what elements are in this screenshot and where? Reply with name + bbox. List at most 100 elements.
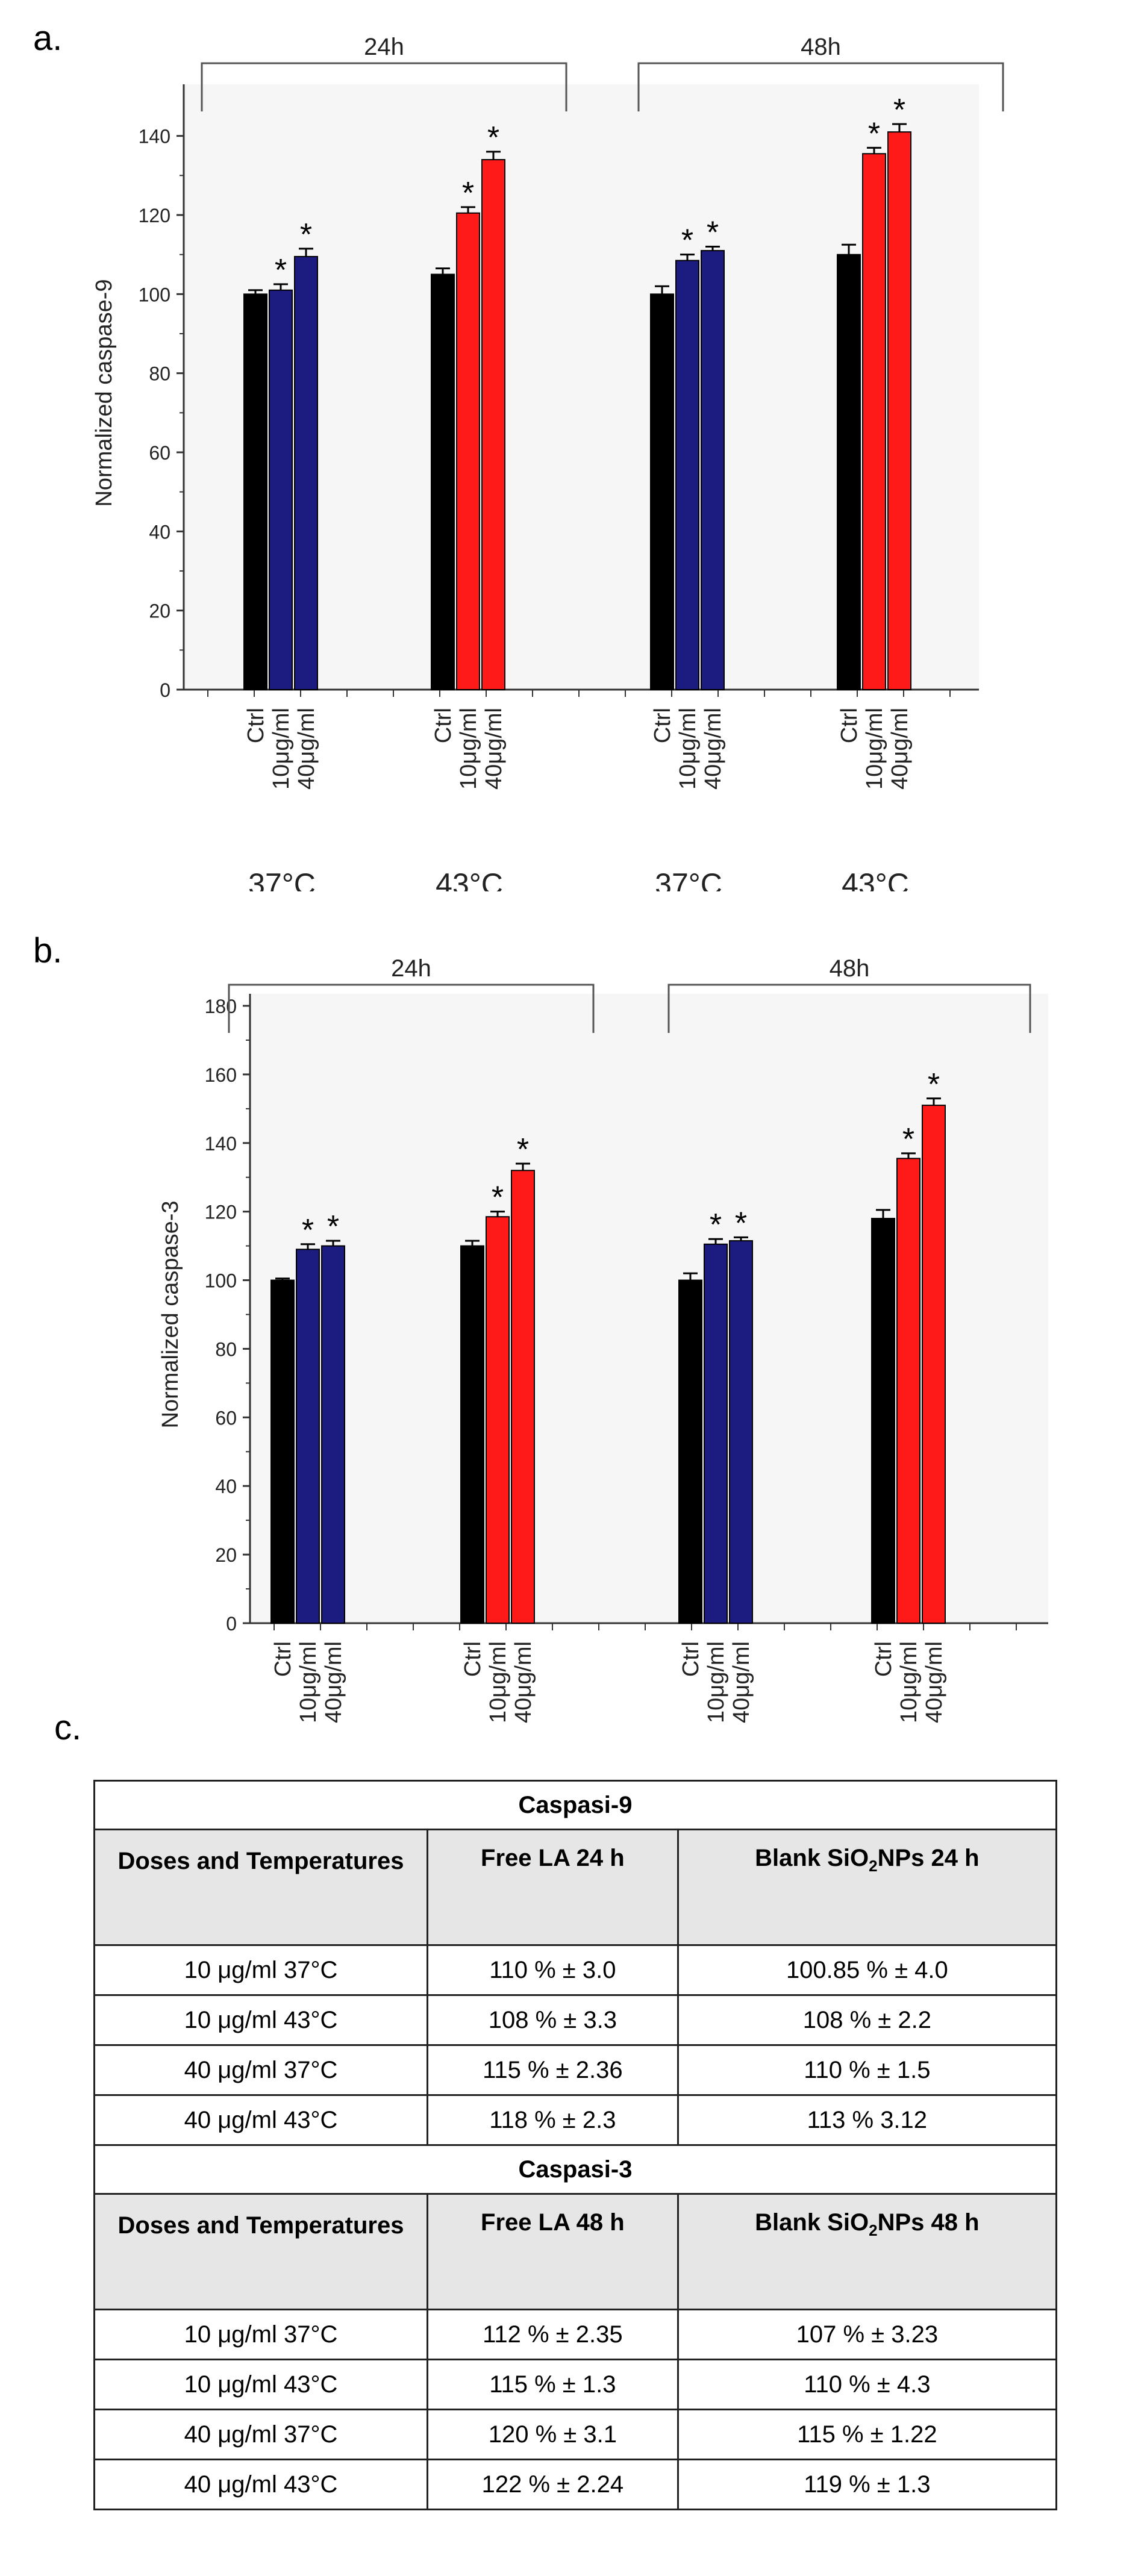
category-label: Ctrl [270,1641,296,1677]
category-label: 10μg/ml [896,1641,922,1723]
table-cell: 113 % 3.12 [677,2094,1058,2146]
category-label: 40μg/ml [887,708,913,790]
y-tick-label: 40 [149,521,170,543]
table-cell: 10 μg/ml 37°C [93,2309,428,2360]
y-tick-label: 80 [215,1338,237,1360]
table-cell: 40 μg/ml 37°C [93,2044,428,2096]
table-row: 10 μg/ml 37°C 110 % ± 3.0 100.85 % ± 4.0 [93,1944,1058,1996]
y-tick-label: 20 [215,1544,237,1566]
table-row: 10 μg/ml 37°C 112 % ± 2.35 107 % ± 3.23 [93,2309,1058,2360]
column-header: Blank SiO2NPs 24 h [677,1829,1058,1946]
category-label: 40μg/ml [511,1641,536,1723]
table-cell: 112 % ± 2.35 [427,2309,679,2360]
bar [321,1245,345,1624]
table-cell: 110 % ± 3.0 [427,1944,679,1996]
bar [896,1158,920,1624]
y-tick-label: 0 [226,1613,237,1635]
y-tick-label: 140 [205,1133,237,1155]
column-header: Blank SiO2NPs 48 h [677,2193,1058,2310]
significance-marker: * [462,176,474,211]
bar [701,250,725,691]
y-tick-label: 180 [205,996,237,1017]
y-tick-label: 120 [139,205,170,226]
category-label: 10μg/ml [296,1641,321,1723]
bar [511,1170,535,1624]
column-header: Free LA 24 h [427,1829,679,1946]
y-axis-label: Normalized caspase-9 [92,279,117,507]
table-cell: 10 μg/ml 43°C [93,2359,428,2410]
category-label: Ctrl [460,1641,486,1677]
table-cell: 119 % ± 1.3 [677,2459,1058,2510]
y-tick-label: 40 [215,1476,237,1497]
bar [704,1243,728,1624]
significance-marker: * [928,1067,940,1102]
bar [486,1216,510,1624]
significance-marker: * [902,1122,914,1157]
time-group-label: 24h [391,955,431,982]
bar [675,260,699,690]
category-label: Ctrl [650,708,675,743]
section-title: Caspasi-9 [93,1780,1057,1830]
category-label: 40μg/ml [321,1641,346,1723]
y-tick-label: 100 [205,1270,237,1292]
significance-marker: * [710,1208,722,1243]
table-cell: 115 % ± 2.36 [427,2044,679,2096]
table-cell: 115 % ± 1.22 [677,2409,1058,2460]
table-cell: 110 % ± 4.3 [677,2359,1058,2410]
significance-marker: * [707,216,719,251]
y-tick-label: 100 [139,284,170,305]
table-cell: 100.85 % ± 4.0 [677,1944,1058,1996]
table-section-title-row: Caspasi-3 [93,2144,1057,2195]
category-label: 40μg/ml [481,708,507,790]
time-group-label: 24h [364,34,404,60]
y-tick-label: 160 [205,1064,237,1086]
table-cell: 40 μg/ml 37°C [93,2409,428,2460]
significance-marker: * [275,253,287,288]
bar [678,1279,702,1624]
y-tick-label: 80 [149,363,170,385]
table-row: 40 μg/ml 43°C 118 % ± 2.3 113 % 3.12 [93,2094,1058,2146]
table-header-row: Doses and Temperatures Free LA 24 h Blank … [93,1829,1058,1946]
table-row: 10 μg/ml 43°C 115 % ± 1.3 110 % ± 4.3 [93,2359,1058,2410]
column-header: Doses and Temperatures [93,1829,428,1946]
column-header: Free LA 48 h [427,2193,679,2310]
column-header: Doses and Temperatures [93,2193,428,2310]
category-label: 10μg/ml [675,708,701,790]
category-label: Ctrl [837,708,862,743]
bar [269,289,293,690]
significance-marker: * [302,1213,314,1248]
category-label: 10μg/ml [456,708,481,790]
y-axis-label: Normalized caspase-3 [158,1200,183,1428]
bar [460,1245,484,1624]
bar [871,1218,895,1624]
panel-label-a: a. [33,19,63,58]
category-label: 10μg/ml [269,708,294,790]
bar [922,1105,946,1624]
bar [270,1279,295,1624]
y-tick-label: 60 [149,442,170,464]
bar [887,131,911,691]
significance-marker: * [681,223,693,258]
table-cell: 115 % ± 1.3 [427,2359,679,2410]
y-tick-label: 20 [149,600,170,622]
category-label: 40μg/ml [922,1641,947,1723]
table-cell: 107 % ± 3.23 [677,2309,1058,2360]
table-section-title-row: Caspasi-9 [93,1780,1057,1830]
temperature-label: 37°C [248,867,316,891]
bar [650,293,674,691]
category-label: 40μg/ml [701,708,726,790]
caspase-9-bar-chart: 0 20 40 60 80 100 120 140 Normalized caspase-9 24… [92,34,1004,891]
y-tick-label: 120 [205,1202,237,1223]
table-row: 40 μg/ml 37°C 115 % ± 2.36 110 % ± 1.5 [93,2044,1058,2096]
temperature-label: 37°C [655,867,722,891]
table-cell: 10 μg/ml 37°C [93,1944,428,1996]
table-row: 40 μg/ml 43°C 122 % ± 2.24 119 % ± 1.3 [93,2459,1058,2510]
category-label: Ctrl [678,1641,704,1677]
category-label: 10μg/ml [862,708,887,790]
time-bracket [637,62,1004,111]
caspase-summary-table: Caspasi-9 Doses and Temperatures Free LA 2… [93,1780,1058,2510]
category-label: 10μg/ml [704,1641,729,1723]
y-tick-label: 140 [139,126,170,148]
category-label: Ctrl [243,708,269,743]
significance-marker: * [735,1206,747,1241]
